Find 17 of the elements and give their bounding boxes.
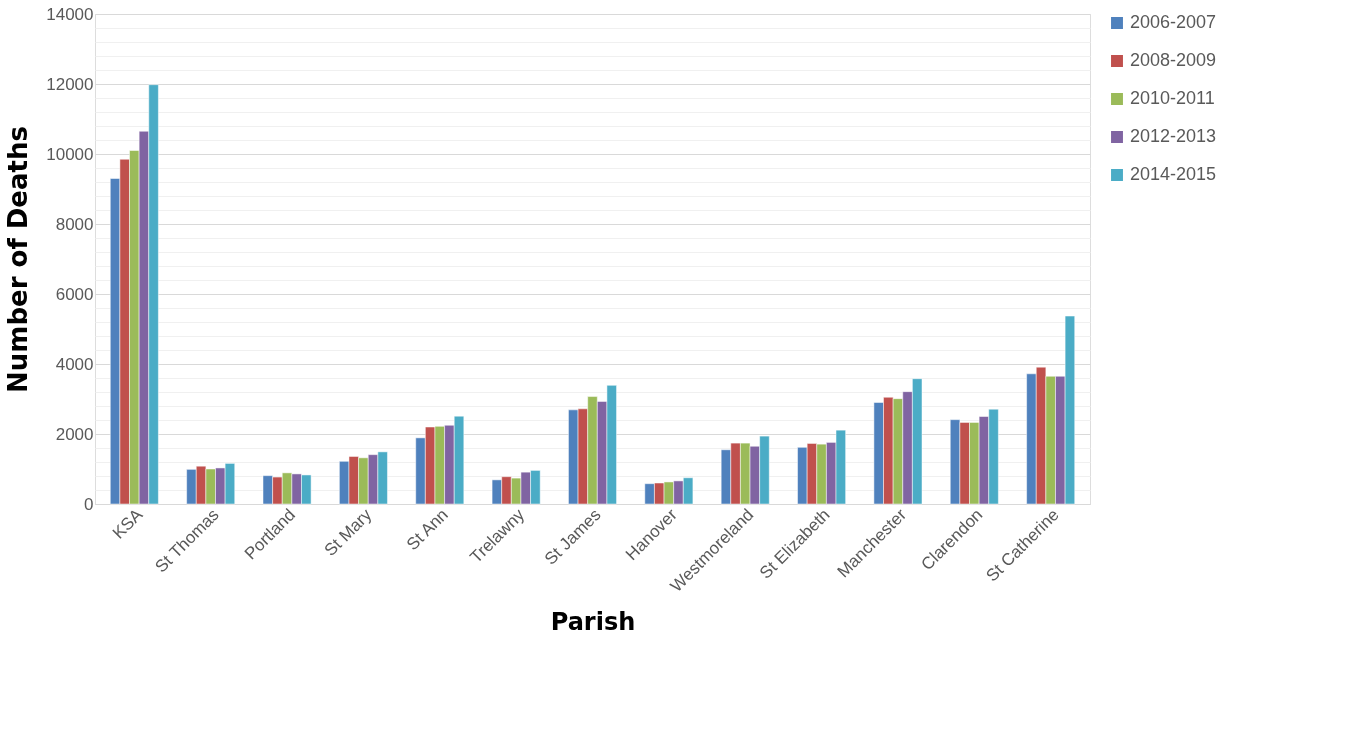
legend-label: 2014-2015 xyxy=(1130,164,1217,184)
legend-label: 2012-2013 xyxy=(1130,126,1217,146)
y-tick-label: 6000 xyxy=(55,284,94,304)
legend-label: 2008-2009 xyxy=(1130,50,1217,70)
x-tick-label: KSA xyxy=(108,504,147,543)
y-tick-label: 0 xyxy=(84,494,94,514)
y-tick-label: 12000 xyxy=(46,74,94,94)
y-axis-title: Number of Deaths xyxy=(3,126,34,393)
y-tick-label: 4000 xyxy=(55,354,94,374)
y-tick-label: 2000 xyxy=(55,424,94,444)
legend-label: 2010-2011 xyxy=(1130,88,1215,108)
y-tick-label: 8000 xyxy=(55,214,94,234)
y-tick-label: 14000 xyxy=(46,4,94,24)
x-tick-label: St Ann xyxy=(402,505,452,554)
x-axis-title: Parish xyxy=(550,608,636,637)
y-tick-label: 10000 xyxy=(46,144,94,164)
legend-label: 2006-2007 xyxy=(1130,12,1217,32)
